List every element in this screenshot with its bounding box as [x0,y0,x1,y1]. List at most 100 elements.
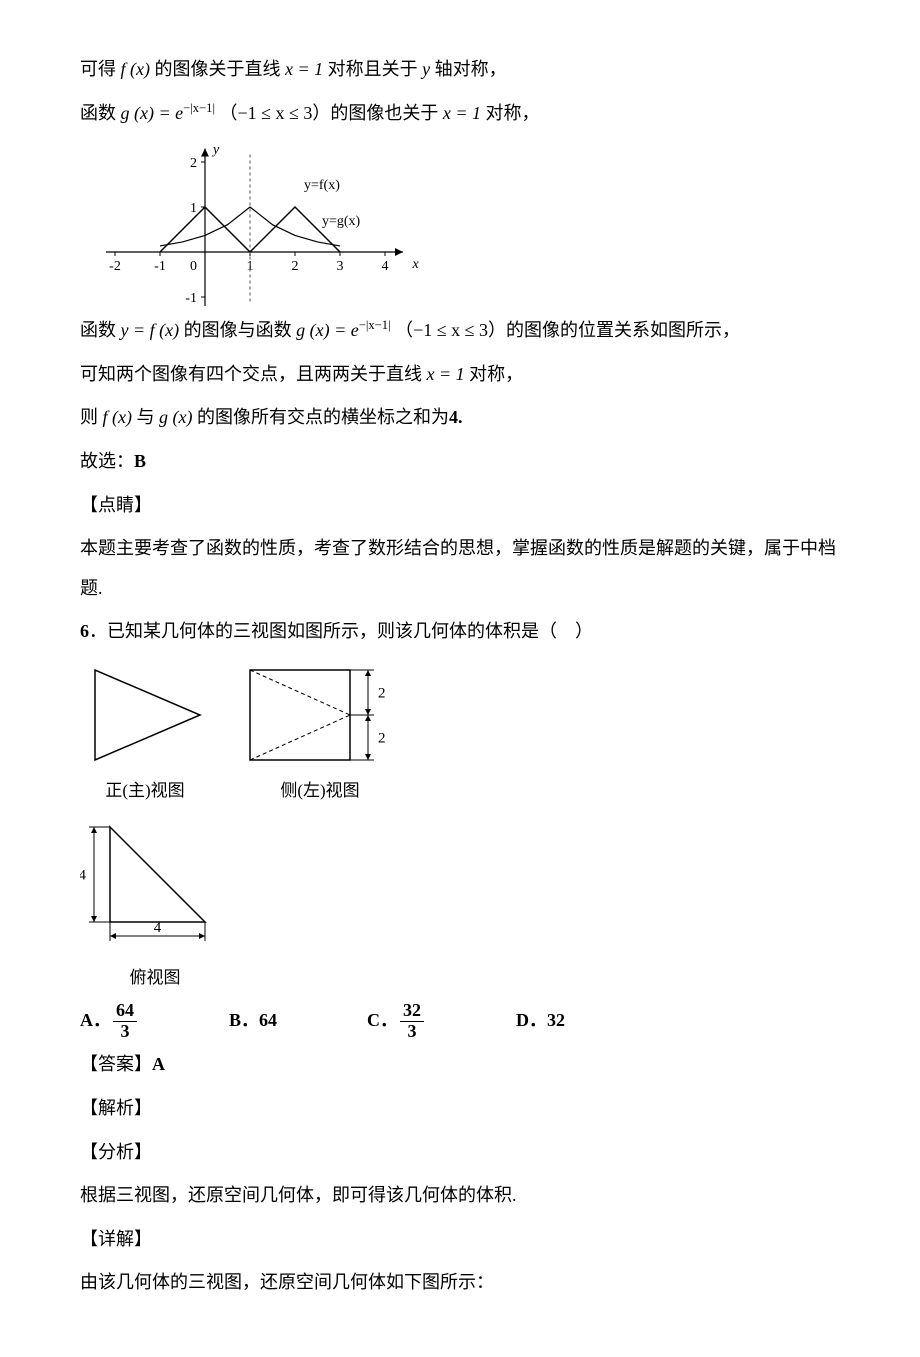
text: 可知两个图像有四个交点，且两两关于直线 [80,364,422,384]
svg-text:1: 1 [247,259,254,274]
math-exp: −|x−1| [359,318,391,332]
option-label: A [80,1001,93,1041]
text: （ [395,320,413,340]
section-label: 【点睛】 [80,486,840,526]
sep: ． [89,621,107,641]
text: 根据三视图，还原空间几何体，即可得该几何体的体积. [80,1185,517,1205]
text: ）的图像也关于 [312,103,438,123]
question-number: 6 [80,621,89,641]
option-c: C． 32 3 [367,1001,426,1042]
svg-text:3: 3 [337,259,344,274]
front-view-block: 正(主)视图 [80,660,210,809]
math-eq: x = 1 [285,59,323,79]
text: 的图像关于直线 [154,59,280,79]
top-view-block: 44 俯视图 [80,817,230,996]
text: 可得 [80,59,116,79]
text: 本题主要考查了函数的性质，考查了数形结合的思想，掌握函数的性质是解题的关键，属于… [80,538,836,598]
option-d: D． 32 [516,1001,565,1042]
paragraph: 函数 g (x) = e−|x−1| （−1 ≤ x ≤ 3）的图像也关于 x … [80,94,840,134]
label: 【解析】 [80,1098,152,1118]
sep: ． [241,1001,259,1041]
option-a: A． 64 3 [80,1001,139,1042]
paragraph: 本题主要考查了函数的性质，考查了数形结合的思想，掌握函数的性质是解题的关键，属于… [80,529,840,608]
paragraph: 由该几何体的三视图，还原空间几何体如下图所示： [80,1263,840,1303]
text: 的图像与函数 [184,320,292,340]
label: 【详解】 [80,1229,152,1249]
svg-text:2: 2 [190,156,197,171]
text: （ [219,103,237,123]
answer-value: A [152,1054,165,1074]
svg-text:-1: -1 [154,259,166,274]
paragraph: 根据三视图，还原空间几何体，即可得该几何体的体积. [80,1176,840,1216]
svg-text:-1: -1 [185,291,197,306]
text: 对称且关于 [328,59,418,79]
text: 已知某几何体的三视图如图所示，则该几何体的体积是（ ） [107,621,593,641]
svg-text:-2: -2 [109,259,121,274]
top-view-label: 俯视图 [80,959,230,996]
text: 对称， [469,364,523,384]
text: 由该几何体的三视图，还原空间几何体如下图所示： [80,1272,494,1292]
side-view-block: 22 侧(左)视图 [240,660,400,809]
svg-text:y=f(x): y=f(x) [304,178,340,193]
option-value: 64 [259,1001,277,1041]
svg-text:x: x [412,257,420,272]
option-label: C [367,1001,380,1041]
three-views-row1: 正(主)视图 22 侧(左)视图 [80,660,840,809]
options-row: A． 64 3 B． 64 C． 32 3 D． 32 [80,1001,840,1042]
math-fx: f (x) [121,59,150,79]
svg-text:4: 4 [382,259,389,274]
function-graph: -2 -1 1 2 3 4 -1 1 2 0 x y y=f(x) y=g(x) [90,137,840,307]
math-range: −1 ≤ x ≤ 3 [237,103,312,123]
text: 函数 [80,103,116,123]
text: 函数 [80,320,116,340]
text: 对称， [486,103,540,123]
math-gx: g (x) = e [121,103,184,123]
math-gx: g (x) [159,407,192,427]
front-view-svg [80,660,210,770]
top-view-svg: 44 [80,817,230,957]
label: 【答案】 [80,1054,152,1074]
svg-text:y: y [211,143,220,158]
math-y: y [422,59,430,79]
math-range: −1 ≤ x ≤ 3 [413,320,488,340]
side-view-label: 侧(左)视图 [240,772,400,809]
text: 则 [80,407,98,427]
numerator: 32 [400,1001,424,1022]
math-gx: g (x) = e [296,320,359,340]
svg-text:y=g(x): y=g(x) [322,214,361,229]
three-views-row2: 44 俯视图 [80,817,840,996]
numerator: 64 [113,1001,137,1022]
option-value: 32 [547,1001,565,1041]
option-label: B [229,1001,241,1041]
text: ）的图像的位置关系如图所示， [488,320,740,340]
front-view-label: 正(主)视图 [80,772,210,809]
paragraph: 函数 y = f (x) 的图像与函数 g (x) = e−|x−1| （−1 … [80,311,840,351]
option-b: B． 64 [229,1001,277,1042]
question-stem: 6．已知某几何体的三视图如图所示，则该几何体的体积是（ ） [80,612,840,652]
side-view-svg: 22 [240,660,400,770]
paragraph: 故选：B [80,442,840,482]
text: 故选： [80,451,134,471]
paragraph: 可得 f (x) 的图像关于直线 x = 1 对称且关于 y 轴对称， [80,50,840,90]
denominator: 3 [113,1022,137,1042]
section-label: 【详解】 [80,1220,840,1260]
svg-text:4: 4 [80,868,87,884]
svg-text:0: 0 [190,259,197,274]
math-fx: f (x) [103,407,132,427]
svg-text:2: 2 [292,259,299,274]
math-fx: y = f (x) [121,320,180,340]
text: 的图像所有交点的横坐标之和为 [197,407,449,427]
paragraph: 可知两个图像有四个交点，且两两关于直线 x = 1 对称， [80,355,840,395]
math-eq: x = 1 [427,364,465,384]
paragraph: 则 f (x) 与 g (x) 的图像所有交点的横坐标之和为4. [80,398,840,438]
svg-text:2: 2 [378,685,386,701]
svg-text:1: 1 [190,201,197,216]
sep: ． [93,1001,111,1041]
fraction: 32 3 [400,1001,424,1042]
svg-text:2: 2 [378,730,386,746]
fraction: 64 3 [113,1001,137,1042]
denominator: 3 [400,1022,424,1042]
sep: ． [380,1001,398,1041]
text: 轴对称， [435,59,507,79]
label: 【分析】 [80,1142,152,1162]
